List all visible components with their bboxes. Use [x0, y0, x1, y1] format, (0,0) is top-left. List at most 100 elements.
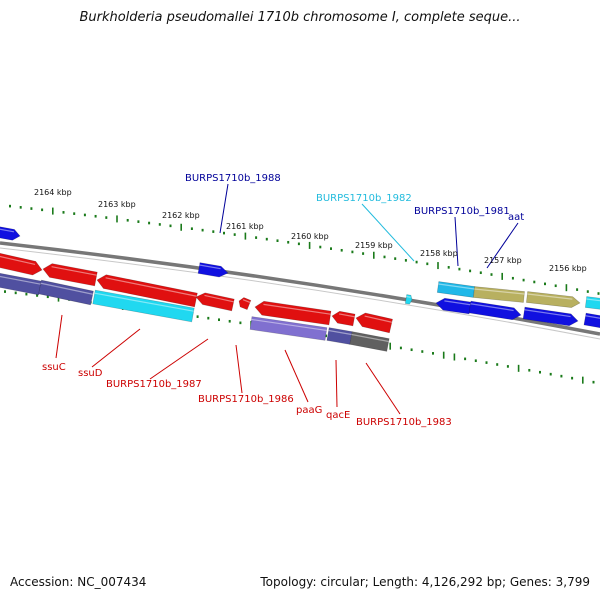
minor-tick	[496, 363, 499, 366]
label-burps1710b-1987[interactable]: BURPS1710b_1987	[106, 379, 202, 390]
minor-tick	[506, 365, 509, 368]
callout-burps1710b-1987	[149, 338, 209, 380]
minor-tick	[212, 230, 215, 233]
label-burps1710b-1983[interactable]: BURPS1710b_1983	[356, 417, 452, 428]
label-qace[interactable]: qacE	[326, 410, 350, 421]
minor-tick	[207, 316, 210, 320]
minor-tick	[94, 214, 97, 218]
minor-tick	[576, 288, 579, 291]
minor-tick	[399, 346, 402, 350]
minor-tick	[223, 231, 225, 235]
gene-cyan-edge[interactable]	[584, 296, 600, 310]
topology-text: Topology: circular; Length: 4,126,292 bp…	[260, 575, 590, 589]
gene-ssuc[interactable]	[42, 263, 98, 287]
gene-lavender[interactable]	[249, 316, 328, 341]
gene-blue-2[interactable]	[468, 300, 522, 320]
callout-aat	[486, 222, 519, 269]
gene-burps1710b-1986[interactable]	[195, 292, 235, 312]
gene-blue-edge-2[interactable]	[583, 312, 600, 329]
minor-tick	[464, 357, 467, 361]
gene-qace[interactable]	[331, 310, 356, 327]
minor-tick	[421, 350, 424, 353]
gene-gray-1983[interactable]	[349, 331, 390, 352]
gene-ssud[interactable]	[38, 279, 94, 306]
callout-burps1710b-1981	[454, 216, 459, 267]
minor-tick	[41, 208, 44, 212]
label-ssuc[interactable]: ssuC	[42, 362, 66, 373]
minor-tick	[158, 223, 161, 226]
tick-label-2160: 2160 kbp	[291, 232, 329, 241]
callout-paag	[284, 349, 309, 403]
minor-tick	[539, 370, 541, 374]
minor-tick	[126, 218, 129, 222]
minor-tick	[485, 361, 488, 364]
minor-tick	[218, 318, 220, 322]
minor-tick	[73, 212, 76, 215]
minor-tick	[458, 267, 461, 271]
minor-tick	[394, 257, 397, 260]
gene-burps1710b-1982[interactable]	[404, 294, 413, 305]
gene-blue-3[interactable]	[522, 306, 579, 327]
minor-tick	[25, 292, 28, 296]
label-burps1710b-1982[interactable]: BURPS1710b_1982	[316, 193, 412, 204]
gene-purple-1[interactable]	[0, 272, 42, 296]
gene-labels: BURPS1710b_1988 BURPS1710b_1982 BURPS171…	[42, 173, 524, 428]
tick-label-2159: 2159 kbp	[355, 241, 393, 250]
minor-tick	[479, 271, 482, 275]
minor-tick	[528, 368, 531, 372]
minor-tick	[474, 359, 477, 363]
minor-tick	[228, 319, 231, 323]
gene-blue-1[interactable]	[435, 297, 472, 315]
gene-red-1[interactable]	[0, 252, 43, 276]
gene-cyan-1987[interactable]	[92, 289, 195, 323]
minor-tick	[4, 290, 6, 293]
gene-paag[interactable]	[254, 300, 332, 326]
gene-burps1710b-1981-a[interactable]	[436, 281, 476, 298]
minor-tick	[297, 242, 300, 246]
gene-burps1710b-1983[interactable]	[355, 312, 393, 334]
minor-tick	[533, 280, 536, 284]
gene-burps1710b-1987[interactable]	[96, 274, 198, 308]
feature-track[interactable]	[0, 226, 600, 352]
callout-ssuc	[55, 314, 63, 359]
minor-tick	[522, 278, 525, 282]
label-burps1710b-1981[interactable]: BURPS1710b_1981	[414, 206, 510, 217]
minor-tick	[340, 248, 343, 252]
label-paag[interactable]: paaG	[296, 405, 322, 416]
minor-tick	[586, 290, 589, 293]
tick-labels: 2164 kbp 2163 kbp 2162 kbp 2161 kbp 2160…	[34, 188, 587, 273]
label-burps1710b-1988[interactable]: BURPS1710b_1988	[185, 173, 281, 184]
minor-tick	[276, 239, 279, 243]
minor-tick	[239, 321, 242, 325]
chromosome-backbone	[0, 241, 600, 340]
label-callouts	[55, 183, 519, 415]
minor-tick	[415, 260, 418, 264]
label-ssud[interactable]: ssuD	[78, 368, 103, 379]
minor-tick	[571, 376, 574, 380]
label-burps1710b-1986[interactable]: BURPS1710b_1986	[198, 394, 294, 405]
tick-label-2163: 2163 kbp	[98, 200, 136, 209]
gene-aat-b[interactable]	[526, 291, 581, 308]
minor-tick	[287, 240, 290, 244]
backbone-inner-line	[0, 247, 600, 340]
gene-blue-edge[interactable]	[0, 226, 21, 241]
minor-tick	[83, 213, 86, 217]
tick-label-2162: 2162 kbp	[162, 211, 200, 220]
minor-tick	[490, 273, 493, 276]
gene-burps1710b-1988[interactable]	[197, 262, 229, 278]
tick-label-2157: 2157 kbp	[484, 256, 522, 265]
gene-aat-a[interactable]	[473, 286, 525, 303]
minor-tick	[597, 292, 600, 295]
callout-burps1710b-1986	[235, 344, 243, 394]
map-title: Burkholderia pseudomallei 1710b chromoso…	[79, 10, 521, 25]
minor-tick	[319, 245, 322, 249]
label-aat[interactable]: aat	[508, 212, 524, 223]
minor-tick	[46, 295, 49, 299]
minor-tick	[14, 291, 17, 295]
tick-label-2156: 2156 kbp	[549, 264, 587, 273]
gene-small-red[interactable]	[238, 297, 252, 311]
minor-tick	[169, 224, 172, 228]
gene-purple-qace[interactable]	[326, 327, 353, 345]
minor-tick	[447, 266, 450, 269]
